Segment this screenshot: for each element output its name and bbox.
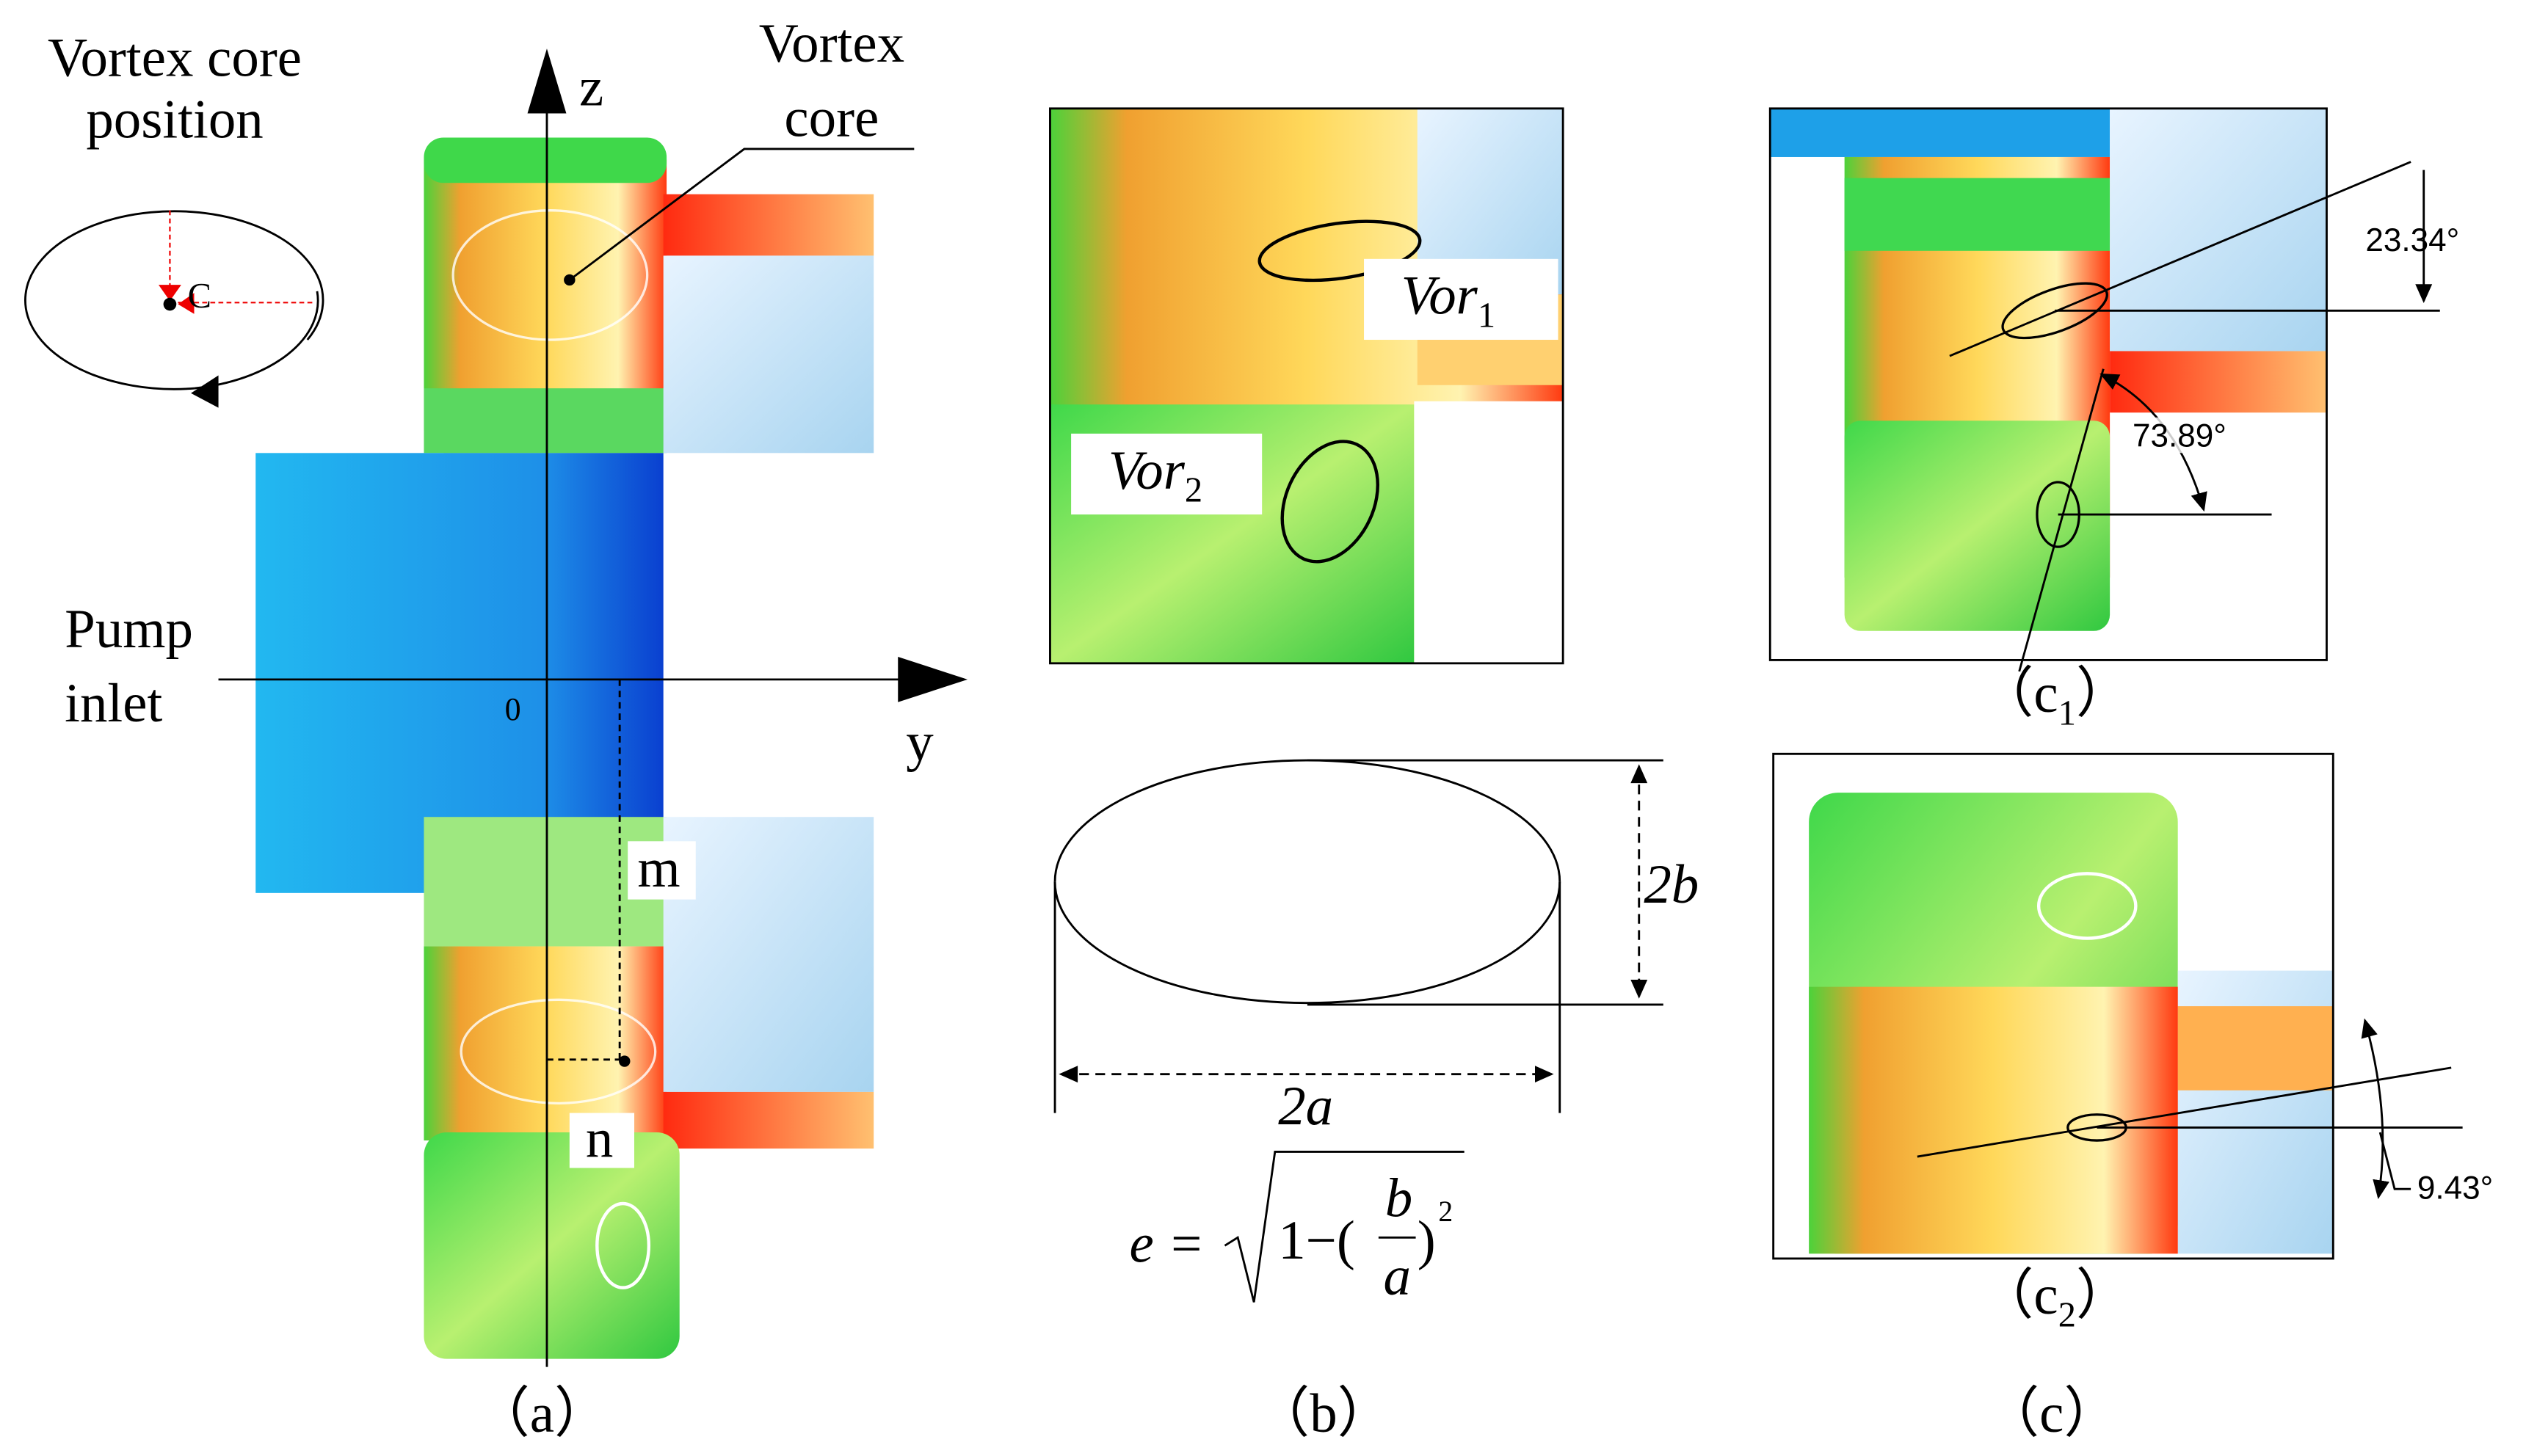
swirl bbox=[595, 1201, 651, 1289]
frame bbox=[1772, 752, 2334, 1260]
leader bbox=[2378, 1132, 2411, 1190]
core-point bbox=[619, 1055, 631, 1067]
pump-inlet-label: Pump inlet bbox=[65, 599, 193, 734]
panel-c: 23.34° 73.89° （c1） 9.43° （c2） （c） bbox=[1768, 107, 2493, 1444]
vor1-ellipse bbox=[2001, 282, 2108, 340]
axis-z: z bbox=[579, 57, 603, 117]
formula-num: b bbox=[1385, 1168, 1412, 1229]
axis-line bbox=[1949, 161, 2411, 357]
flow-lower bbox=[1844, 421, 2110, 631]
label-box bbox=[628, 841, 696, 900]
point-n: n bbox=[586, 1108, 613, 1169]
ellipse-top bbox=[1053, 759, 1561, 882]
frame bbox=[1768, 107, 2328, 661]
legend-point bbox=[163, 297, 177, 311]
label-box bbox=[1364, 258, 1558, 341]
upper-chamber bbox=[424, 137, 667, 454]
lower-top bbox=[424, 817, 667, 947]
vor2-ellipse bbox=[1280, 440, 1379, 564]
caption-b: （b） bbox=[1255, 1383, 1392, 1444]
caption-a: （a） bbox=[475, 1383, 609, 1444]
legend-ellipse bbox=[24, 210, 324, 390]
flow-box bbox=[2110, 108, 2327, 352]
label-box bbox=[2127, 417, 2225, 454]
upper-box bbox=[663, 255, 874, 454]
angle-2: 73.89° bbox=[2133, 418, 2226, 454]
text-line: Vortex bbox=[759, 13, 904, 74]
vor1-label: Vor1 bbox=[1401, 266, 1495, 335]
text-line: Vortex core bbox=[48, 28, 302, 89]
angle-1: 23.34° bbox=[2365, 222, 2459, 258]
text-line: core bbox=[784, 87, 879, 148]
vor2-label: Vor2 bbox=[1108, 440, 1202, 510]
formula-lhs: e = bbox=[1129, 1213, 1205, 1274]
lower-chamber bbox=[424, 946, 667, 1141]
text-line: position bbox=[86, 90, 263, 150]
angle-3: 9.43° bbox=[2417, 1170, 2493, 1206]
origin: 0 bbox=[505, 691, 521, 727]
panel-b: Vor1 Vor2 2b 2a e = 1−( b a ) 2 （b） bbox=[1049, 107, 1699, 1444]
swirl bbox=[2036, 872, 2138, 940]
formula-close: ) bbox=[1418, 1210, 1436, 1271]
swirl bbox=[451, 209, 649, 341]
lower-base bbox=[424, 1132, 680, 1359]
upper-green bbox=[424, 388, 667, 454]
text-line: Pump bbox=[65, 599, 193, 660]
minor-axis: 2b bbox=[1644, 854, 1699, 915]
angle-arc bbox=[2361, 1018, 2389, 1200]
lower-outlet bbox=[663, 1091, 874, 1149]
blank bbox=[1414, 401, 1564, 663]
y-arrow bbox=[898, 657, 968, 702]
legend-red-arrows bbox=[159, 285, 195, 314]
axis-line bbox=[2018, 368, 2105, 672]
point-m: m bbox=[637, 838, 680, 899]
label-box bbox=[569, 1113, 634, 1168]
swirl bbox=[460, 998, 657, 1104]
upper-rim bbox=[424, 137, 667, 183]
formula-den: a bbox=[1383, 1245, 1410, 1306]
upper-outlet bbox=[663, 194, 874, 256]
ellipse-bottom bbox=[1053, 881, 1561, 1005]
legend-ellipse bbox=[194, 291, 319, 390]
flow-field bbox=[1809, 986, 2178, 1254]
formula-power: 2 bbox=[1438, 1195, 1453, 1228]
caption-c: （c） bbox=[1984, 1383, 2119, 1444]
flow-outlet bbox=[2177, 1006, 2334, 1091]
label-box bbox=[1071, 433, 1263, 515]
legend-title: Vortex core position bbox=[48, 28, 302, 150]
caption-c2: （c2） bbox=[1979, 1265, 2131, 1335]
panel-a: z y 0 m n Vortex core Pump inlet Vortex co… bbox=[24, 13, 968, 1444]
vor1-ellipse bbox=[1257, 219, 1422, 283]
formula-lead: 1−( bbox=[1278, 1210, 1355, 1271]
leader bbox=[568, 148, 915, 281]
vortex-core-label: Vortex core bbox=[759, 13, 904, 148]
flow-top bbox=[1770, 108, 2110, 157]
z-arrow bbox=[527, 48, 567, 114]
lower-box bbox=[663, 817, 874, 1092]
frame bbox=[1049, 107, 1564, 665]
sqrt-sign bbox=[1224, 1151, 1465, 1303]
major-axis: 2a bbox=[1278, 1076, 1333, 1137]
caption-c1: （c1） bbox=[1979, 663, 2131, 733]
axis-y: y bbox=[906, 712, 934, 773]
legend-point-label: C bbox=[188, 277, 211, 316]
flow-green bbox=[1844, 178, 2110, 251]
legend-arrow bbox=[191, 375, 219, 408]
text-line: inlet bbox=[65, 673, 162, 734]
